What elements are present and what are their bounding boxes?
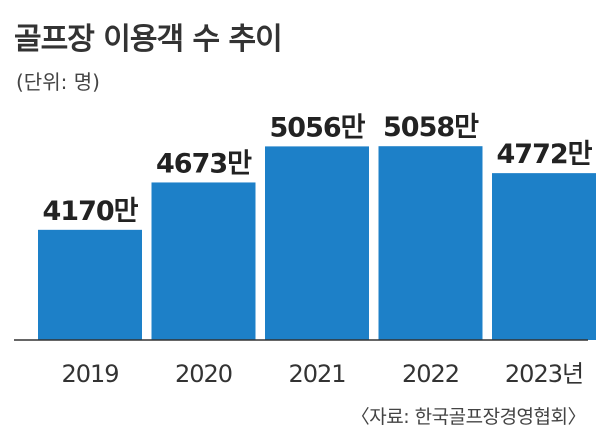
tick-label-2020: 2020: [175, 360, 232, 388]
tick-label-2023년: 2023년: [505, 360, 583, 388]
x-tick-labels: 2019 2020 2021 2022 2023년: [61, 360, 584, 388]
bar-2021: [265, 146, 369, 340]
bar-2019: [38, 229, 142, 340]
bars-group: 4170만 4673만 5056만 5058만 4772만: [38, 112, 596, 340]
bar-2020: [151, 182, 256, 340]
tick-label-2019: 2019: [61, 360, 118, 388]
bar-2022: [378, 146, 483, 340]
value-label-2023년: 4772만: [497, 139, 593, 170]
bar-2023년: [492, 173, 596, 340]
source-note: 〈자료: 한국골프장경영협회〉: [350, 406, 587, 428]
value-label-2020: 4673만: [156, 148, 252, 179]
tick-label-2022: 2022: [402, 360, 459, 388]
value-label-2022: 5058만: [383, 112, 479, 143]
value-label-2019: 4170만: [43, 196, 139, 227]
chart-title: 골프장 이용객 수 추이: [14, 22, 283, 57]
unit-label: (단위: 명): [16, 70, 100, 94]
tick-label-2021: 2021: [288, 360, 345, 388]
value-label-2021: 5056만: [270, 112, 366, 143]
